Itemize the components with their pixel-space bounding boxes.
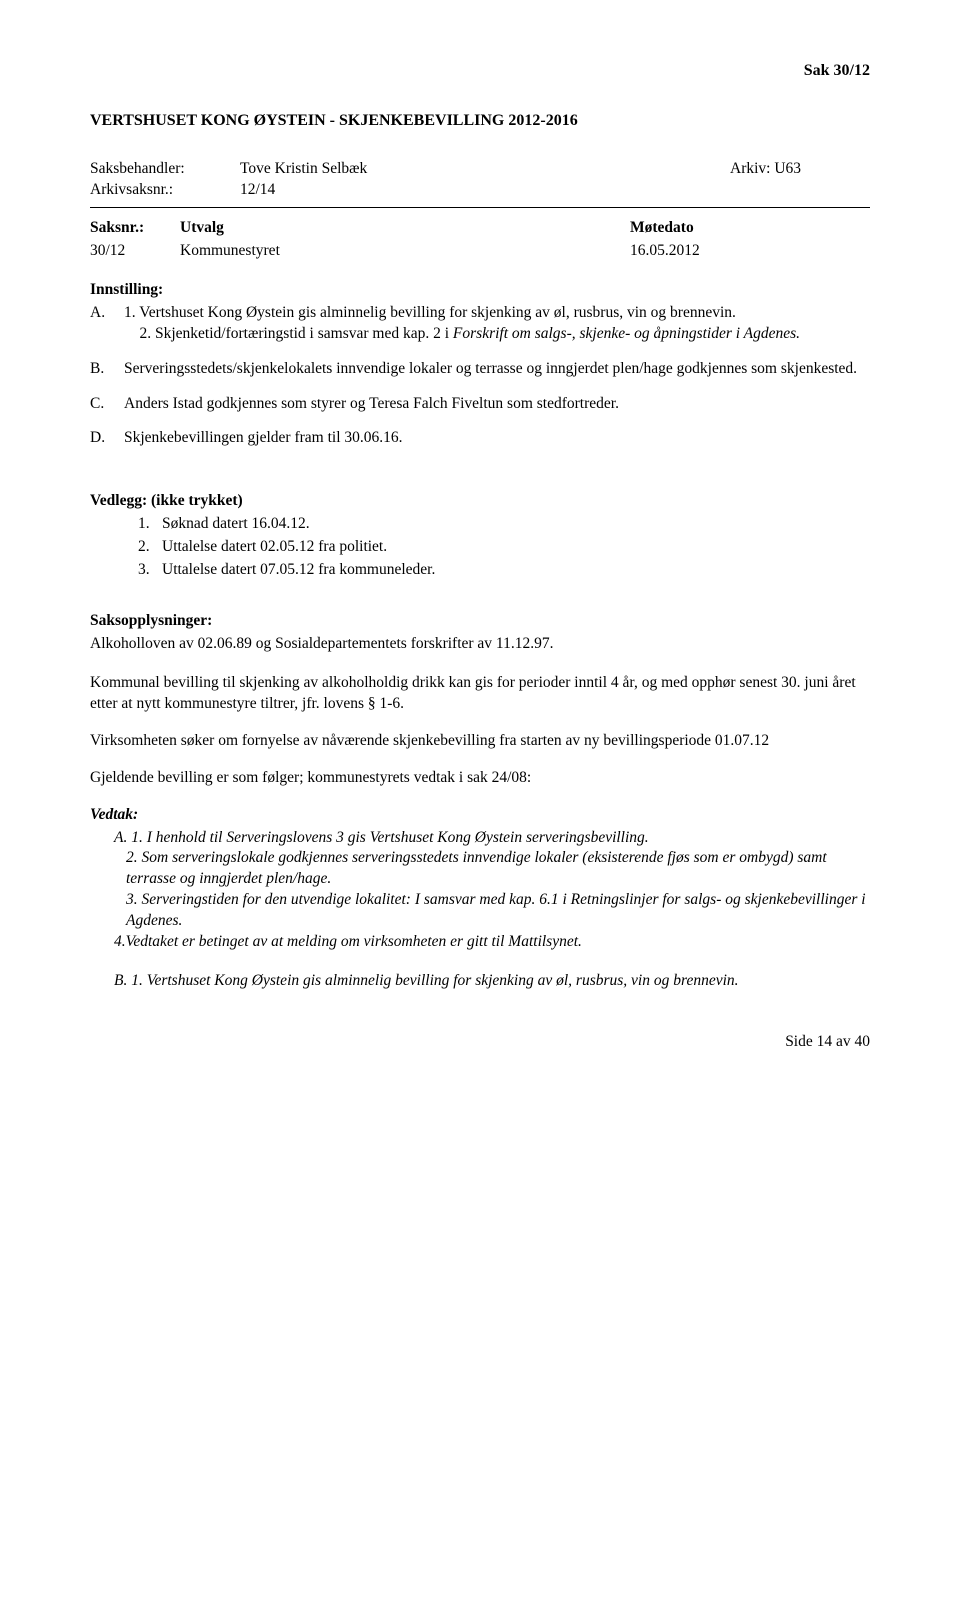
header-utvalg: Utvalg: [180, 218, 630, 239]
saksopp-line1: Alkoholloven av 02.06.89 og Sosialdepart…: [90, 634, 870, 655]
vedlegg-num: 1.: [138, 514, 162, 535]
saksopp-para2: Kommunal bevilling til skjenking av alko…: [90, 673, 870, 715]
saksbehandler-value: Tove Kristin Selbæk: [240, 159, 730, 180]
vedtak-a4: 4.Vedtaket er betinget av at melding om …: [114, 932, 870, 953]
innstilling-c-text: Anders Istad godkjennes som styrer og Te…: [124, 394, 870, 415]
innstilling-item-b: B. Serveringsstedets/skjenkelokalets inn…: [90, 359, 870, 380]
saksopp-para3: Virksomheten søker om fornyelse av nåvær…: [90, 731, 870, 752]
innstilling-d-text: Skjenkebevillingen gjelder fram til 30.0…: [124, 428, 870, 449]
vedlegg-text: Uttalelse datert 02.05.12 fra politiet.: [162, 537, 387, 558]
sak-number-header: Sak 30/12: [90, 60, 870, 82]
vedtak-block: A. 1. I henhold til Serveringslovens 3 g…: [90, 828, 870, 992]
saksopplysninger-header: Saksopplysninger:: [90, 611, 870, 632]
vedlegg-text: Søknad datert 16.04.12.: [162, 514, 310, 535]
meta-table: Saksbehandler: Tove Kristin Selbæk Arkiv…: [90, 159, 870, 201]
utvalg-data-row: 30/12 Kommunestyret 16.05.2012: [90, 241, 870, 262]
vedlegg-num: 3.: [138, 560, 162, 581]
innstilling-header: Innstilling:: [90, 280, 870, 301]
page-footer: Side 14 av 40: [90, 1032, 870, 1053]
list-marker: C.: [90, 394, 124, 415]
vedlegg-num: 2.: [138, 537, 162, 558]
vedlegg-list: 1. Søknad datert 16.04.12. 2. Uttalelse …: [90, 514, 870, 581]
arkiv-label: Arkiv: U63: [730, 159, 870, 180]
utvalg-header-row: Saksnr.: Utvalg Møtedato: [90, 218, 870, 239]
vedtak-header: Vedtak:: [90, 805, 870, 826]
header-motedato: Møtedato: [630, 218, 750, 239]
list-marker: A.: [90, 303, 124, 345]
innstilling-item-c: C. Anders Istad godkjennes som styrer og…: [90, 394, 870, 415]
vedlegg-header: Vedlegg: (ikke trykket): [90, 491, 870, 512]
innstilling-item-d: D. Skjenkebevillingen gjelder fram til 3…: [90, 428, 870, 449]
row-date: 16.05.2012: [630, 241, 750, 262]
arkivsaksnr-value: 12/14: [240, 180, 730, 201]
innstilling-a-part2-italic: Forskrift om salgs-, skjenke- og åpnings…: [453, 325, 800, 342]
innstilling-item-a: A. 1. Vertshuset Kong Øystein gis alminn…: [90, 303, 870, 345]
vedtak-a1: A. 1. I henhold til Serveringslovens 3 g…: [114, 828, 870, 849]
list-marker: B.: [90, 359, 124, 380]
vedtak-a3: 3. Serveringstiden for den utvendige lok…: [114, 890, 870, 932]
innstilling-a-part2-prefix: 2. Skjenketid/fortæringstid i samsvar me…: [124, 325, 453, 342]
list-marker: D.: [90, 428, 124, 449]
row-utvalg: Kommunestyret: [180, 241, 630, 262]
vedlegg-text: Uttalelse datert 07.05.12 fra kommuneled…: [162, 560, 435, 581]
arkivsaksnr-label: Arkivsaksnr.:: [90, 180, 240, 201]
vedtak-a2: 2. Som serveringslokale godkjennes serve…: [114, 848, 870, 890]
saksbehandler-label: Saksbehandler:: [90, 159, 240, 180]
saksopp-para4: Gjeldende bevilling er som følger; kommu…: [90, 768, 870, 789]
innstilling-a-part1: 1. Vertshuset Kong Øystein gis alminneli…: [124, 304, 736, 321]
vedtak-b1: B. 1. Vertshuset Kong Øystein gis alminn…: [114, 971, 870, 992]
row-saksnr: 30/12: [90, 241, 180, 262]
innstilling-b-text: Serveringsstedets/skjenkelokalets innven…: [124, 359, 870, 380]
header-saksnr: Saksnr.:: [90, 218, 180, 239]
document-title: VERTSHUSET KONG ØYSTEIN - SKJENKEBEVILLI…: [90, 110, 870, 132]
divider-line: [90, 207, 870, 208]
